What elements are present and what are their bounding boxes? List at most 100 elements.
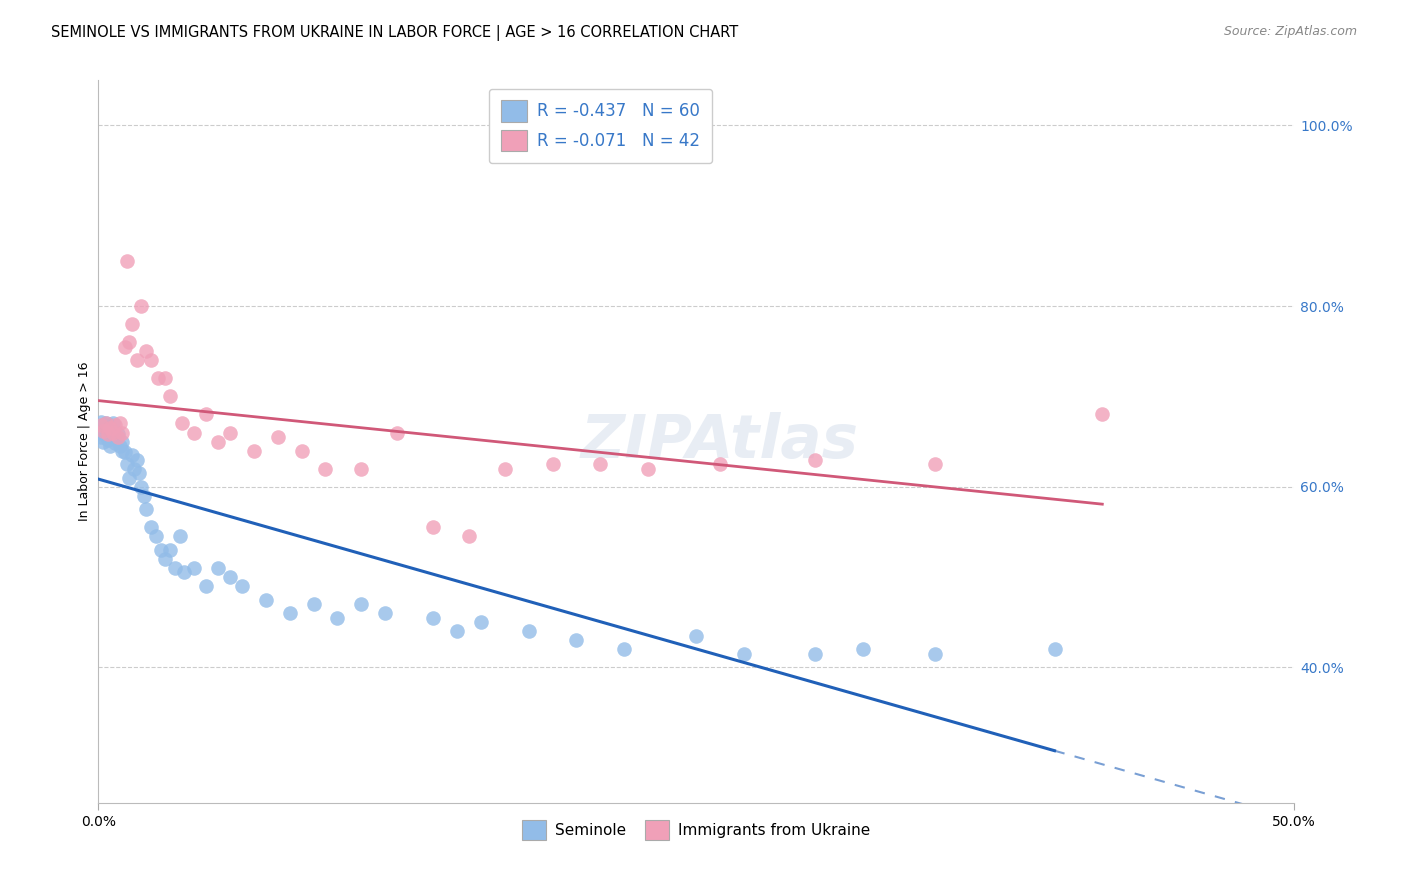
Point <box>155 552 177 566</box>
Point <box>709 457 731 471</box>
Point <box>589 457 612 471</box>
Point <box>267 430 290 444</box>
Point <box>207 561 229 575</box>
Point <box>350 597 373 611</box>
Point <box>458 529 481 543</box>
Point <box>118 335 141 350</box>
Point <box>97 425 120 440</box>
Point <box>155 371 177 385</box>
Point <box>422 520 444 534</box>
Point <box>97 433 120 447</box>
Point <box>107 430 129 444</box>
Point <box>121 448 143 462</box>
Point <box>108 417 131 431</box>
Point <box>1091 408 1114 422</box>
Point <box>135 502 157 516</box>
Point <box>115 254 138 268</box>
Point <box>98 418 122 433</box>
Point <box>87 425 110 440</box>
Point <box>159 389 181 403</box>
Point <box>91 434 114 449</box>
Point <box>111 443 134 458</box>
Point <box>94 417 117 431</box>
Point <box>128 466 150 480</box>
Point <box>121 317 143 331</box>
Point <box>159 542 181 557</box>
Point <box>149 542 172 557</box>
Point <box>139 520 162 534</box>
Point <box>195 408 218 422</box>
Point <box>852 642 875 657</box>
Point <box>125 452 148 467</box>
Point <box>125 353 148 368</box>
Point <box>613 642 636 657</box>
Point <box>302 597 325 611</box>
Point <box>163 561 186 575</box>
Point <box>118 471 141 485</box>
Point <box>145 529 167 543</box>
Point <box>108 439 131 453</box>
Point <box>291 443 314 458</box>
Point <box>91 424 114 438</box>
Point <box>101 417 124 431</box>
Text: Source: ZipAtlas.com: Source: ZipAtlas.com <box>1223 25 1357 38</box>
Point <box>494 461 516 475</box>
Point <box>541 457 564 471</box>
Point <box>207 434 229 449</box>
Point <box>470 615 492 630</box>
Point <box>924 457 946 471</box>
Point <box>385 425 409 440</box>
Point <box>90 415 112 429</box>
Point <box>97 427 120 442</box>
Point <box>1043 642 1066 657</box>
Point <box>565 633 588 648</box>
Point <box>94 417 117 431</box>
Point <box>804 647 827 661</box>
Point <box>131 299 153 313</box>
Point <box>350 461 373 475</box>
Point <box>124 461 146 475</box>
Point <box>326 610 349 624</box>
Point <box>91 418 114 433</box>
Text: ZIPAtlas: ZIPAtlas <box>581 412 859 471</box>
Point <box>148 371 170 385</box>
Point <box>94 421 117 435</box>
Point <box>169 529 191 543</box>
Point <box>195 579 218 593</box>
Point <box>101 425 124 440</box>
Point <box>101 424 124 438</box>
Text: SEMINOLE VS IMMIGRANTS FROM UKRAINE IN LABOR FORCE | AGE > 16 CORRELATION CHART: SEMINOLE VS IMMIGRANTS FROM UKRAINE IN L… <box>51 25 738 41</box>
Point <box>278 606 301 620</box>
Point <box>104 436 127 450</box>
Point <box>114 445 136 459</box>
Point <box>131 480 153 494</box>
Point <box>231 579 253 593</box>
Point <box>446 624 468 639</box>
Point <box>183 425 205 440</box>
Point <box>104 418 127 433</box>
Point <box>243 443 266 458</box>
Point <box>219 425 242 440</box>
Point <box>90 418 112 433</box>
Point <box>115 457 138 471</box>
Point <box>111 434 134 449</box>
Point <box>132 489 155 503</box>
Point <box>183 561 205 575</box>
Point <box>114 340 136 354</box>
Point <box>374 606 396 620</box>
Legend: Seminole, Immigrants from Ukraine: Seminole, Immigrants from Ukraine <box>516 814 876 846</box>
Point <box>104 430 127 444</box>
Point <box>422 610 444 624</box>
Point <box>135 344 157 359</box>
Point <box>924 647 946 661</box>
Y-axis label: In Labor Force | Age > 16: In Labor Force | Age > 16 <box>79 362 91 521</box>
Point <box>219 570 242 584</box>
Point <box>315 461 337 475</box>
Point <box>98 439 122 453</box>
Point <box>111 425 134 440</box>
Point <box>685 629 707 643</box>
Point <box>733 647 755 661</box>
Point <box>107 427 129 442</box>
Point <box>517 624 540 639</box>
Point <box>139 353 162 368</box>
